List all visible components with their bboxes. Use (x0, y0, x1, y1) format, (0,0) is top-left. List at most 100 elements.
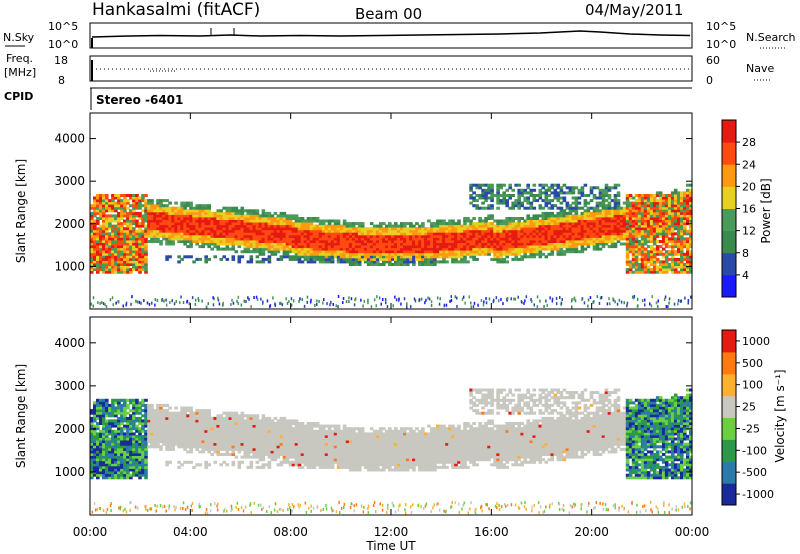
power-cell (505, 237, 509, 241)
power-cell (213, 242, 217, 246)
power-cell (598, 188, 603, 192)
power-cell (123, 270, 127, 274)
velocity-cell (135, 434, 139, 438)
power-cell (102, 194, 106, 197)
power-cell (135, 224, 139, 228)
power-cell (538, 219, 543, 223)
power-cell (430, 257, 434, 261)
power-cell (658, 234, 663, 238)
power-cell (640, 229, 645, 233)
power-cell (502, 196, 506, 200)
velocity-cell (150, 429, 154, 433)
power-cell (580, 245, 585, 249)
velocity-cell (138, 411, 142, 415)
power-cell (583, 199, 588, 203)
power-speckle (462, 295, 465, 299)
power-cell (547, 206, 552, 210)
power-cell (496, 219, 500, 223)
power-cell (321, 240, 326, 243)
power-cell (631, 204, 636, 208)
power-cell (469, 186, 473, 190)
power-cell (677, 209, 681, 213)
power-cell (360, 255, 365, 259)
power-cell (213, 232, 217, 236)
power-cell (673, 199, 678, 203)
power-cell (234, 206, 239, 210)
power-cell (610, 232, 615, 236)
power-cell (661, 219, 666, 223)
power-cell (604, 183, 609, 187)
power-cell (508, 232, 512, 236)
power-speckle (231, 298, 233, 302)
power-cell (192, 260, 196, 264)
power-cell (472, 224, 476, 228)
velocity-cell (129, 409, 133, 413)
power-cell (153, 240, 157, 243)
velocity-cell (120, 414, 124, 418)
power-cell (460, 229, 464, 233)
power-cell (379, 224, 383, 228)
power-cell (336, 250, 341, 254)
power-colorbar-tick-label: 4 (742, 269, 749, 282)
power-cell (421, 260, 425, 264)
velocity-cell (147, 445, 151, 449)
power-cell (309, 234, 314, 238)
power-cell (667, 240, 672, 243)
power-cell (424, 250, 428, 254)
power-cell (291, 217, 296, 220)
power-cell (529, 234, 534, 238)
power-cell (309, 219, 314, 223)
power-cell (613, 224, 618, 228)
power-cell (625, 194, 630, 197)
power-cell (222, 222, 226, 226)
power-cell (363, 250, 368, 254)
velocity-cell (114, 473, 118, 477)
power-cell (448, 250, 452, 254)
power-cell (129, 237, 133, 241)
power-cell (505, 240, 509, 243)
power-cell (677, 206, 681, 210)
power-cell (363, 247, 368, 251)
power-cell (517, 222, 521, 226)
power-cell (382, 257, 386, 261)
power-cell (258, 219, 263, 223)
velocity-cell (120, 442, 124, 446)
power-cell (643, 206, 648, 210)
power-cell (267, 211, 272, 215)
power-cell (541, 240, 546, 243)
power-cell (472, 234, 476, 238)
velocity-cell (105, 422, 109, 425)
power-cell (427, 234, 431, 238)
velocity-cell (138, 445, 142, 449)
power-cell (162, 199, 166, 203)
power-cell (228, 242, 233, 246)
power-cell (592, 219, 597, 223)
power-cell (565, 237, 570, 241)
power-cell (433, 263, 437, 266)
power-cell (144, 229, 148, 233)
power-cell (120, 214, 124, 218)
power-cell (195, 222, 199, 226)
power-cell (571, 186, 576, 190)
power-cell (583, 232, 588, 236)
power-cell (496, 186, 500, 190)
power-cell (333, 229, 338, 233)
velocity-cell (90, 465, 94, 469)
power-cell (610, 224, 615, 228)
power-cell (481, 232, 485, 236)
power-cell (258, 247, 263, 251)
power-cell (385, 255, 389, 259)
power-cell (460, 234, 464, 238)
power-cell (643, 204, 648, 208)
power-cell (680, 245, 684, 249)
power-cell (418, 242, 422, 246)
power-cell (496, 245, 500, 249)
power-cell (159, 240, 163, 243)
power-cell (237, 242, 242, 246)
power-cell (156, 227, 160, 231)
power-cell (670, 263, 675, 266)
power-cell (436, 219, 440, 223)
power-cell (634, 232, 639, 236)
power-cell (186, 229, 190, 233)
